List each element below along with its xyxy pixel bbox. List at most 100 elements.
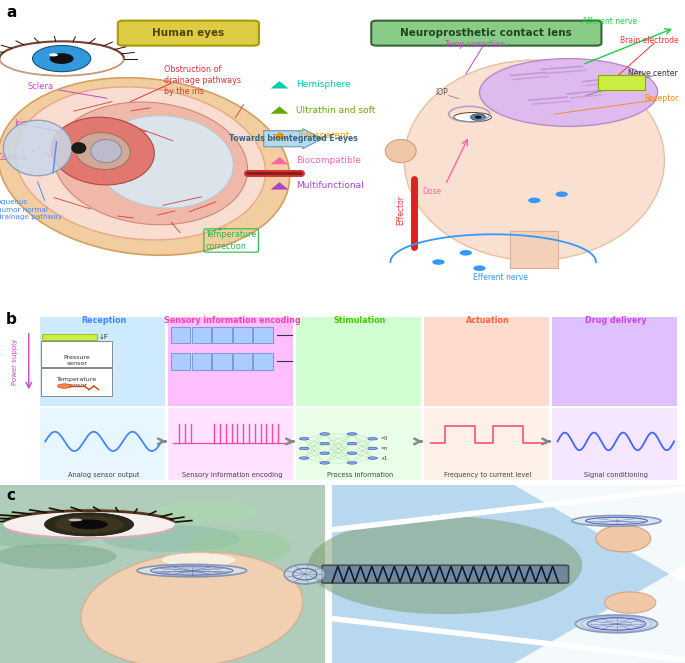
Circle shape [347, 452, 357, 454]
Polygon shape [271, 81, 288, 88]
Text: Efferent nerve: Efferent nerve [473, 273, 527, 282]
Text: =0: =0 [381, 436, 388, 442]
FancyBboxPatch shape [168, 408, 293, 480]
Ellipse shape [75, 133, 130, 170]
Text: c: c [7, 488, 16, 503]
Text: Transparent: Transparent [296, 131, 349, 140]
Circle shape [473, 265, 486, 271]
Ellipse shape [51, 117, 154, 185]
FancyBboxPatch shape [41, 368, 112, 396]
FancyArrow shape [264, 129, 322, 149]
Text: Stimulation: Stimulation [334, 316, 386, 325]
Text: Drug delivery: Drug delivery [586, 316, 647, 325]
Text: Dose: Dose [422, 187, 441, 196]
Text: a: a [7, 5, 17, 20]
Polygon shape [271, 106, 288, 114]
Ellipse shape [49, 53, 58, 56]
Circle shape [556, 192, 568, 197]
Text: Biocompatible: Biocompatible [296, 156, 361, 165]
Text: Sensory information encoding: Sensory information encoding [182, 472, 282, 478]
Ellipse shape [137, 564, 247, 577]
FancyBboxPatch shape [598, 75, 645, 90]
Text: Analog sensor output: Analog sensor output [68, 472, 140, 478]
FancyBboxPatch shape [552, 317, 677, 406]
FancyBboxPatch shape [322, 566, 569, 583]
Ellipse shape [103, 525, 240, 552]
Circle shape [432, 259, 445, 265]
Ellipse shape [0, 42, 123, 76]
Text: Aqueous
humor normal
drainage pathway: Aqueous humor normal drainage pathway [0, 199, 62, 220]
Circle shape [368, 438, 377, 440]
Text: Neuroprosthetic contact lens: Neuroprosthetic contact lens [401, 28, 572, 38]
Circle shape [320, 433, 329, 435]
Text: Multifunctional: Multifunctional [296, 182, 364, 190]
Ellipse shape [51, 508, 154, 534]
Ellipse shape [154, 501, 257, 522]
FancyBboxPatch shape [192, 327, 211, 343]
Ellipse shape [385, 139, 416, 162]
Text: b: b [5, 312, 16, 328]
Text: Brain electrode: Brain electrode [619, 36, 678, 44]
FancyBboxPatch shape [424, 317, 549, 406]
FancyBboxPatch shape [332, 485, 685, 663]
Ellipse shape [604, 592, 656, 613]
Text: Sensory information encoding: Sensory information encoding [164, 316, 300, 325]
Ellipse shape [54, 102, 247, 225]
Ellipse shape [55, 516, 123, 533]
Ellipse shape [479, 58, 658, 127]
Polygon shape [271, 157, 288, 164]
Text: Afferent nerve: Afferent nerve [582, 17, 637, 26]
Ellipse shape [284, 564, 325, 584]
Ellipse shape [572, 516, 661, 526]
Text: Temperature
sensor: Temperature sensor [57, 377, 97, 388]
Circle shape [299, 447, 309, 450]
Text: Receptor: Receptor [644, 94, 678, 103]
Polygon shape [514, 485, 685, 583]
FancyBboxPatch shape [0, 485, 325, 663]
Ellipse shape [49, 53, 74, 64]
Circle shape [460, 250, 472, 255]
Circle shape [528, 198, 540, 203]
Polygon shape [514, 566, 685, 663]
Text: Human eyes: Human eyes [152, 28, 225, 38]
Ellipse shape [188, 530, 291, 566]
Text: Sclera: Sclera [27, 82, 107, 98]
Ellipse shape [453, 113, 491, 122]
FancyBboxPatch shape [233, 353, 252, 370]
Circle shape [368, 447, 377, 450]
FancyBboxPatch shape [118, 21, 259, 46]
Text: Ultrathin and soft: Ultrathin and soft [296, 105, 375, 115]
Text: IOP: IOP [436, 88, 448, 97]
Circle shape [299, 457, 309, 459]
Text: Process information: Process information [327, 472, 393, 478]
FancyBboxPatch shape [552, 408, 677, 480]
Ellipse shape [308, 516, 582, 614]
Text: Actuation: Actuation [466, 316, 510, 325]
Ellipse shape [90, 139, 121, 162]
FancyBboxPatch shape [253, 353, 273, 370]
FancyBboxPatch shape [233, 327, 252, 343]
Circle shape [347, 461, 357, 464]
Text: Reception: Reception [81, 316, 127, 325]
FancyBboxPatch shape [296, 317, 421, 406]
Polygon shape [271, 132, 288, 139]
Text: Hemisphere: Hemisphere [296, 80, 351, 90]
Ellipse shape [15, 87, 266, 240]
Circle shape [299, 438, 309, 440]
Ellipse shape [32, 46, 90, 72]
FancyBboxPatch shape [171, 327, 190, 343]
Polygon shape [271, 182, 288, 190]
Ellipse shape [161, 553, 236, 567]
Ellipse shape [45, 513, 134, 536]
Ellipse shape [471, 114, 486, 121]
Text: +1: +1 [381, 455, 388, 461]
Ellipse shape [0, 78, 290, 255]
Text: Temp.correction: Temp.correction [445, 40, 506, 49]
Ellipse shape [0, 512, 103, 548]
Text: Pressure
sensor: Pressure sensor [63, 355, 90, 366]
FancyBboxPatch shape [168, 317, 293, 406]
Ellipse shape [596, 525, 651, 552]
Ellipse shape [81, 552, 303, 663]
Ellipse shape [3, 120, 72, 176]
Ellipse shape [404, 60, 664, 261]
